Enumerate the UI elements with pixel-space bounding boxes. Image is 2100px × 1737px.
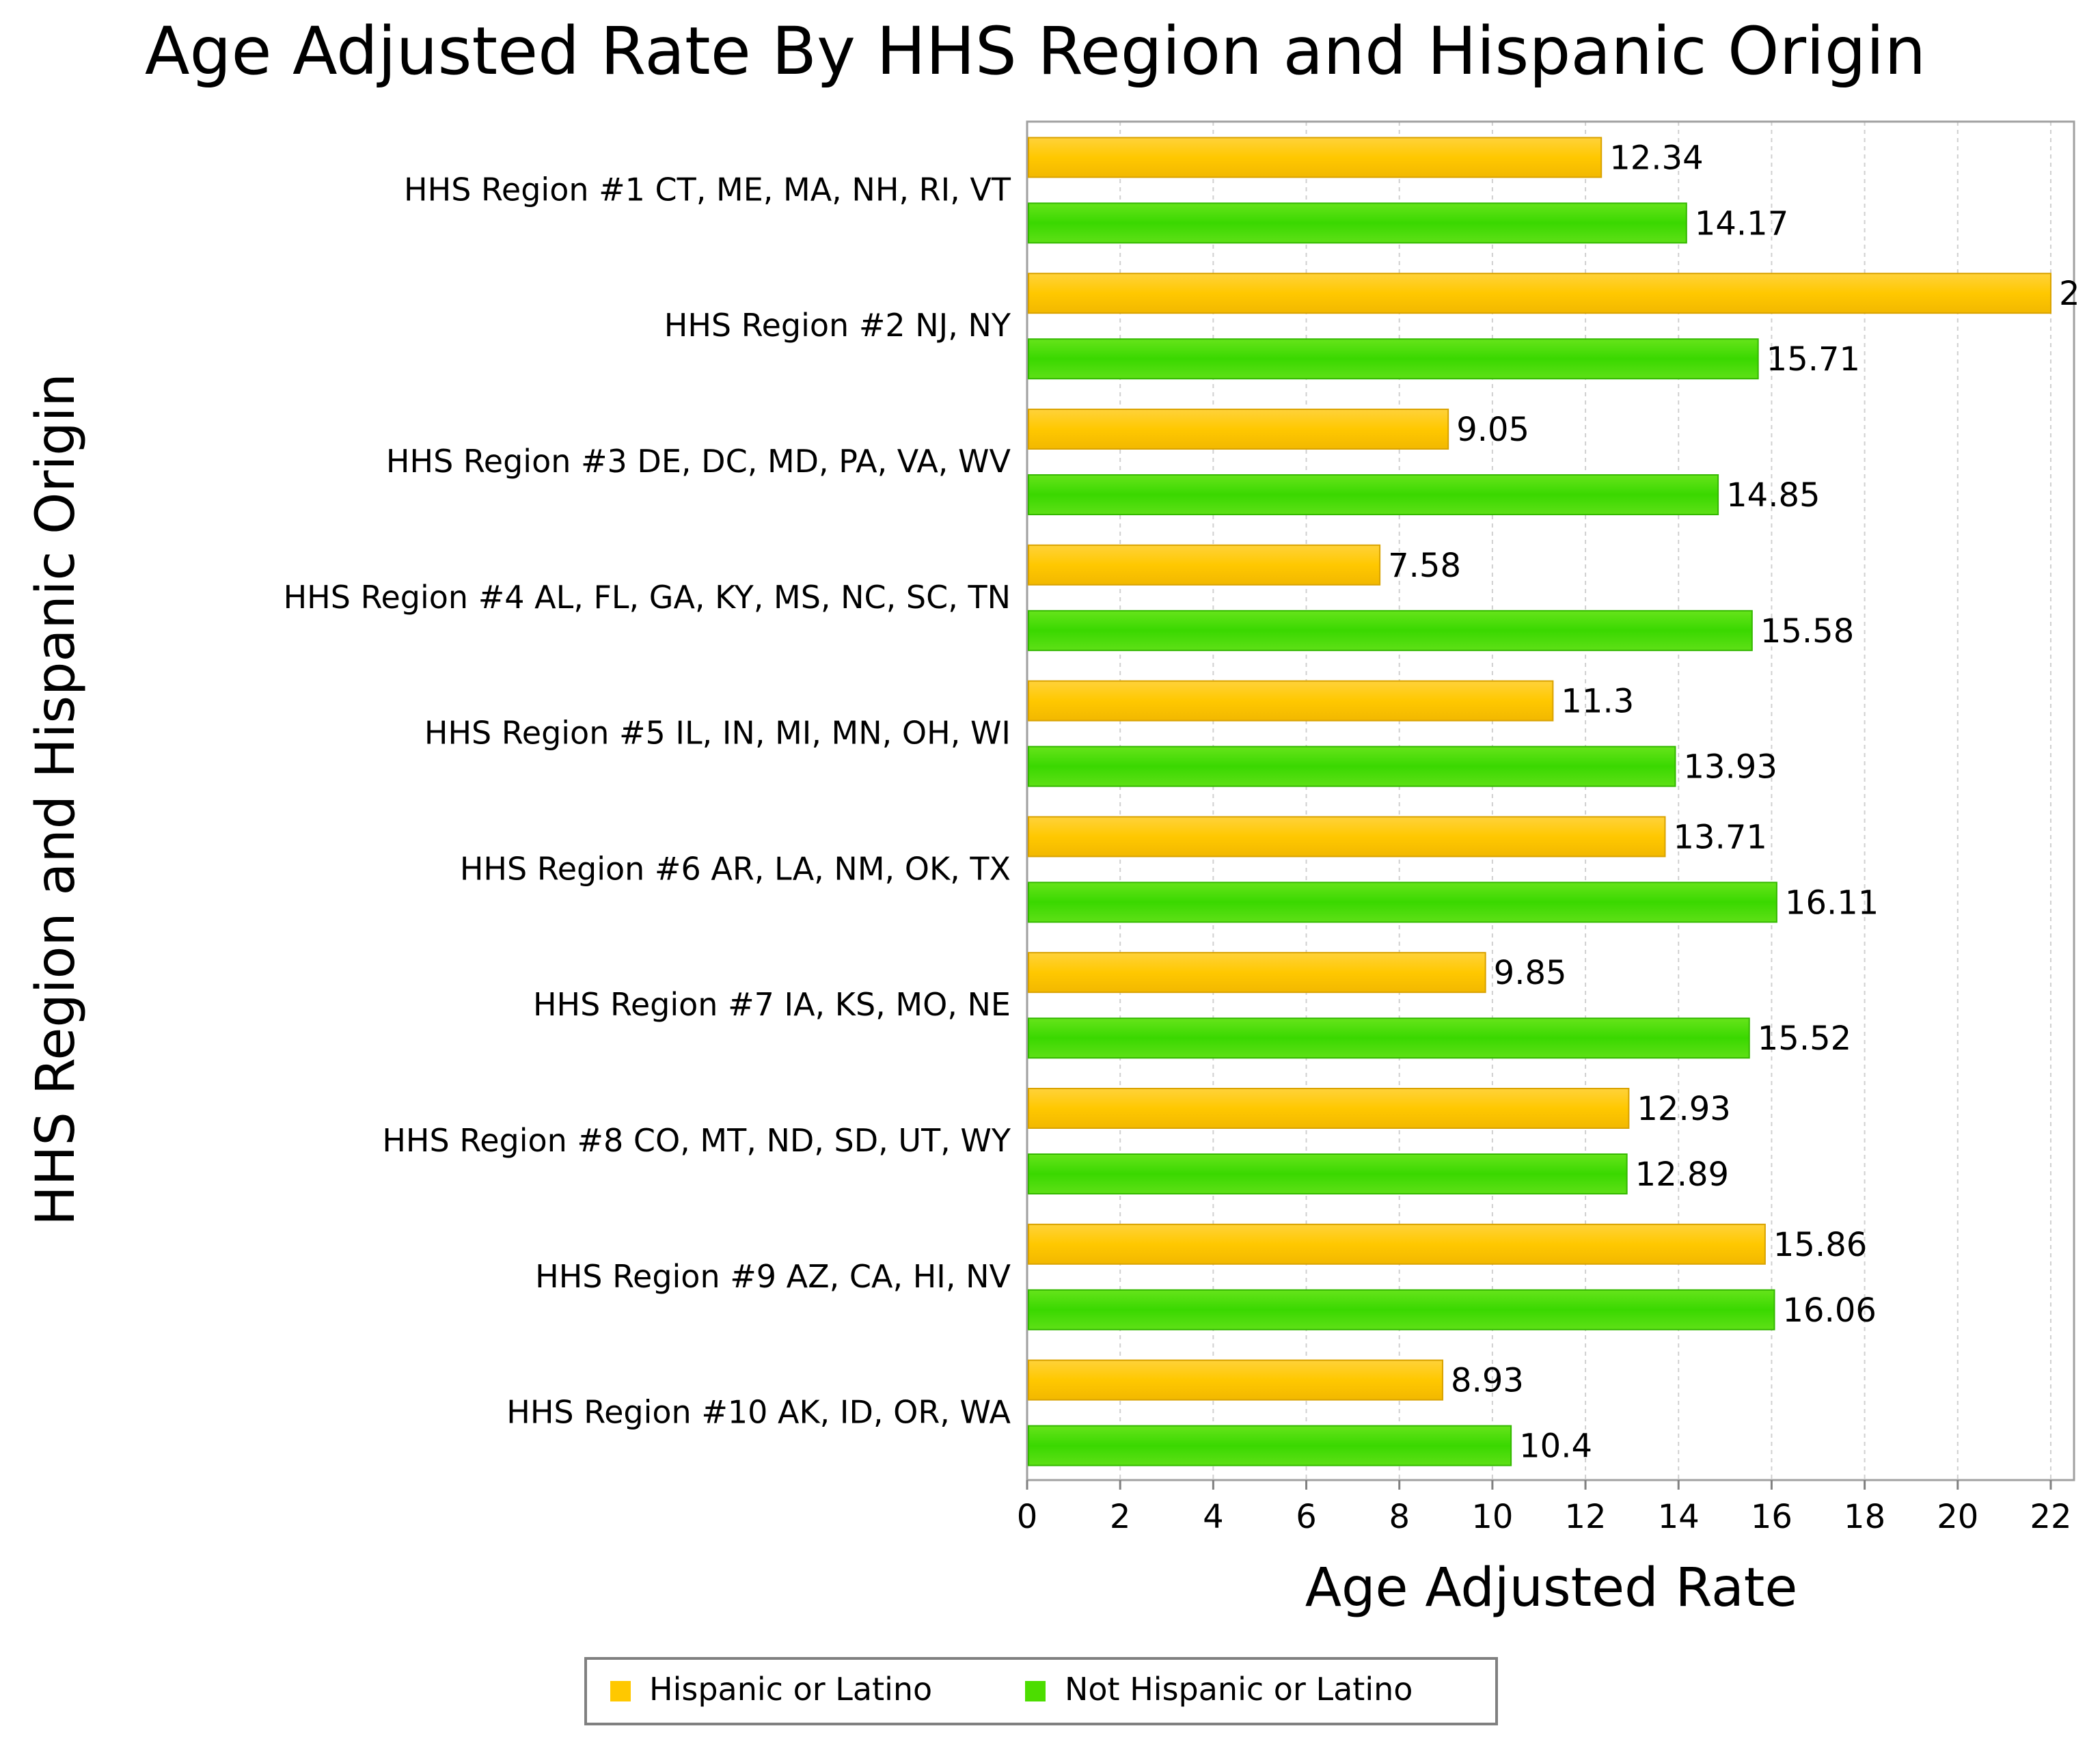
category-label: HHS Region #2 NJ, NY <box>664 307 1011 344</box>
category-labels: HHS Region #1 CT, ME, MA, NH, RI, VT HHS … <box>284 171 1011 1430</box>
x-tick-label: 16 <box>1751 1498 1792 1536</box>
category-label: HHS Region #3 DE, DC, MD, PA, VA, WV <box>386 443 1011 480</box>
x-axis: 0 2 4 6 8 10 12 14 16 18 20 22 <box>1017 1480 2071 1536</box>
x-axis-title: Age Adjusted Rate <box>1305 1557 1798 1619</box>
x-tick-label: 0 <box>1017 1498 1038 1536</box>
bar-value-label: 13.71 <box>1673 818 1767 856</box>
x-tick-label: 2 <box>1110 1498 1131 1536</box>
bar-value-label: 12.34 <box>1609 139 1703 177</box>
bar-not-hispanic <box>1028 1153 1628 1194</box>
bar-hispanic <box>1028 816 1666 858</box>
x-tick-label: 10 <box>1471 1498 1513 1536</box>
category-label: HHS Region #7 IA, KS, MO, NE <box>533 986 1011 1023</box>
bar-not-hispanic <box>1028 202 1687 244</box>
bar-hispanic <box>1028 1359 1444 1401</box>
category-label: HHS Region #4 AL, FL, GA, KY, MS, NC, SC… <box>284 579 1011 616</box>
bar-value-label: 9.05 <box>1456 411 1529 449</box>
bar-value-label: 10.4 <box>1519 1427 1592 1466</box>
category-label: HHS Region #9 AZ, CA, HI, NV <box>535 1258 1011 1295</box>
y-axis-title: HHS Region and Hispanic Origin <box>25 373 87 1226</box>
bar-not-hispanic <box>1028 746 1676 787</box>
category-label: HHS Region #8 CO, MT, ND, SD, UT, WY <box>382 1122 1011 1159</box>
category-label: HHS Region #5 IL, IN, MI, MN, OH, WI <box>424 715 1011 752</box>
legend-swatch-hispanic <box>610 1681 631 1701</box>
bar-not-hispanic <box>1028 610 1753 651</box>
x-tick-label: 22 <box>2030 1498 2071 1536</box>
bar-not-hispanic <box>1028 1017 1750 1059</box>
x-tick-label: 20 <box>1937 1498 1978 1536</box>
bar-not-hispanic <box>1028 1289 1775 1330</box>
bar-hispanic <box>1028 409 1449 450</box>
x-tick-label: 8 <box>1389 1498 1410 1536</box>
x-tick-label: 18 <box>1844 1498 1885 1536</box>
bar-hispanic <box>1028 544 1381 586</box>
x-tick-label: 4 <box>1203 1498 1224 1536</box>
bar-hispanic <box>1028 952 1486 994</box>
bar-hispanic <box>1028 1223 1766 1265</box>
plot-area <box>1026 120 2075 1481</box>
legend-label-not-hispanic: Not Hispanic or Latino <box>1065 1671 1413 1708</box>
bars <box>1028 137 2051 1466</box>
bar-value-label: 14.85 <box>1726 476 1820 515</box>
bar-value-label: 12.93 <box>1637 1090 1730 1128</box>
bar-hispanic <box>1028 680 1554 722</box>
x-tick-label: 6 <box>1296 1498 1317 1536</box>
legend-label-hispanic: Hispanic or Latino <box>649 1671 932 1708</box>
bar-value-label: 15.58 <box>1760 612 1854 651</box>
bar-not-hispanic <box>1028 881 1777 923</box>
bar-hispanic <box>1028 273 2051 314</box>
bar-hispanic <box>1028 137 1603 178</box>
bar-value-label: 7.58 <box>1388 547 1461 585</box>
bar-value-label: 16.06 <box>1783 1291 1877 1330</box>
category-label: HHS Region #10 AK, ID, OR, WA <box>506 1394 1011 1431</box>
legend: Hispanic or Latino Not Hispanic or Latin… <box>584 1657 1498 1725</box>
x-tick-label: 14 <box>1658 1498 1700 1536</box>
bar-not-hispanic <box>1028 338 1759 380</box>
category-label: HHS Region #1 CT, ME, MA, NH, RI, VT <box>404 171 1011 208</box>
category-label: HHS Region #6 AR, LA, NM, OK, TX <box>460 850 1011 887</box>
bar-value-label: 13.93 <box>1683 748 1777 787</box>
bar-value-label: 15.52 <box>1758 1020 1851 1058</box>
chart-title: Age Adjusted Rate By HHS Region and Hisp… <box>145 13 1926 90</box>
bar-value-label: 15.71 <box>1767 340 1860 379</box>
bar-value-label: 15.86 <box>1773 1226 1867 1264</box>
plot-grid <box>1026 122 2051 1480</box>
bar-value-label: 12.89 <box>1635 1155 1729 1194</box>
legend-swatch-not-hispanic <box>1025 1681 1046 1701</box>
bar-labels: 12.34 14.17 2 15.71 9.05 14.85 7.58 15.58 11.3 13… <box>1388 139 2079 1465</box>
bar-not-hispanic <box>1028 1425 1512 1466</box>
bar-hispanic <box>1028 1088 1630 1129</box>
bar-value-label: 8.93 <box>1451 1362 1524 1400</box>
x-tick-label: 12 <box>1565 1498 1607 1536</box>
bar-not-hispanic <box>1028 474 1719 515</box>
bar-value-label: 9.85 <box>1494 954 1567 992</box>
bar-value-label: 2 <box>2059 275 2080 313</box>
bar-value-label: 16.11 <box>1785 884 1879 922</box>
bar-value-label: 14.17 <box>1695 204 1788 243</box>
bar-value-label: 11.3 <box>1561 683 1634 721</box>
